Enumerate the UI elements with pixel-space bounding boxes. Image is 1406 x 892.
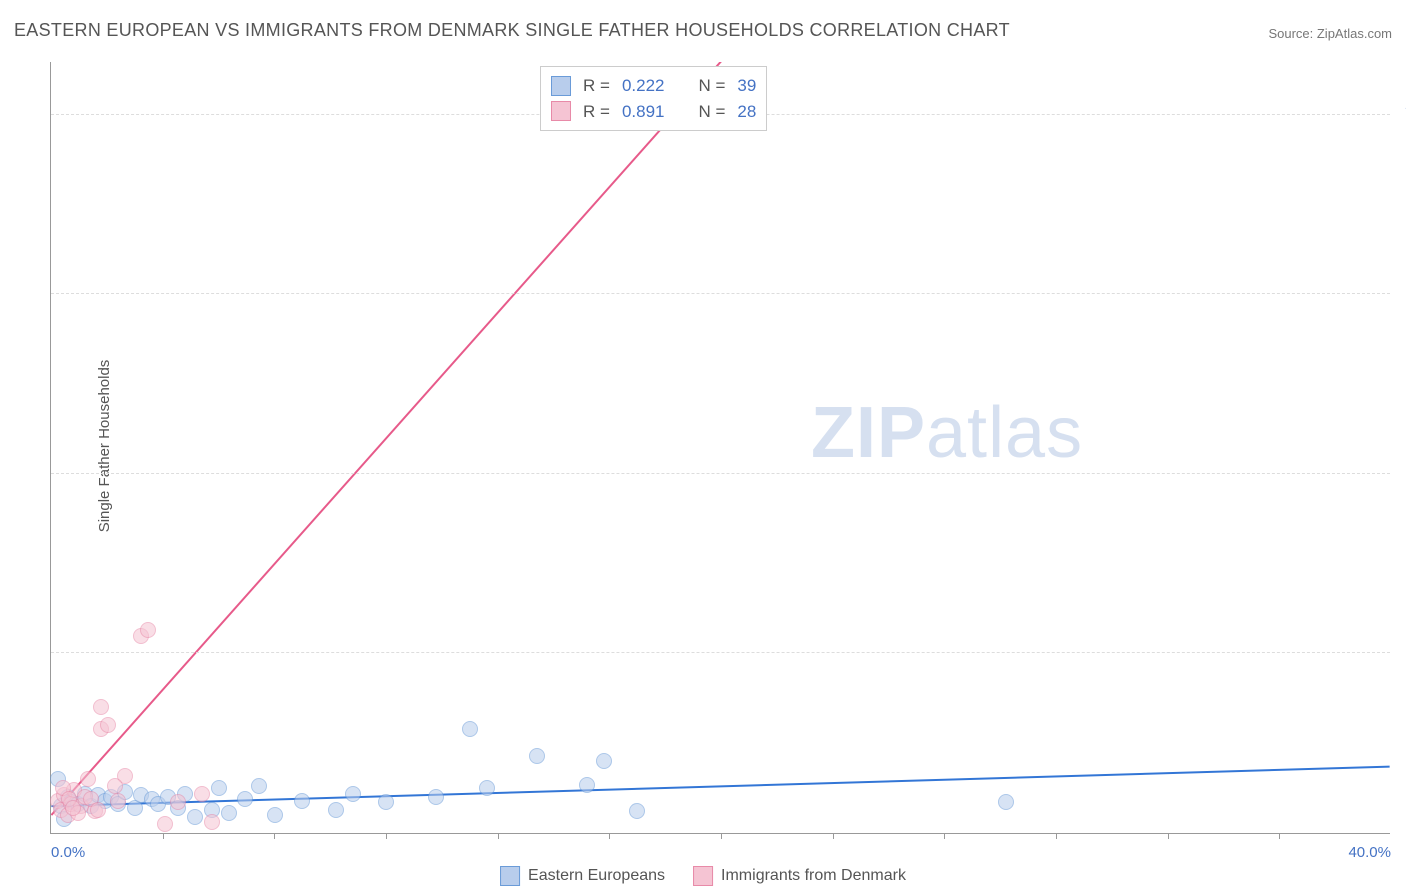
- scatter-point: [187, 809, 203, 825]
- x-tick-minor: [274, 833, 275, 839]
- scatter-point: [65, 800, 81, 816]
- correlation-stats-box: R = 0.222 N = 39 R = 0.891 N = 28: [540, 66, 767, 131]
- x-tick-label: 0.0%: [51, 844, 85, 861]
- scatter-point: [93, 699, 109, 715]
- x-tick-minor: [944, 833, 945, 839]
- gridline-horizontal: [51, 652, 1390, 653]
- scatter-point: [998, 794, 1014, 810]
- source-attribution: Source: ZipAtlas.com: [1268, 26, 1392, 41]
- stats-r-value: 0.222: [622, 73, 665, 99]
- scatter-point: [294, 793, 310, 809]
- scatter-point: [579, 777, 595, 793]
- stats-r-label: R =: [583, 99, 610, 125]
- legend-swatch: [500, 866, 520, 886]
- y-tick-label: 10.0%: [1398, 637, 1406, 654]
- scatter-point: [100, 717, 116, 733]
- x-tick-minor: [498, 833, 499, 839]
- y-tick-label: 20.0%: [1398, 457, 1406, 474]
- scatter-point: [529, 748, 545, 764]
- scatter-point: [90, 802, 106, 818]
- scatter-point: [140, 622, 156, 638]
- scatter-point: [110, 793, 126, 809]
- scatter-point: [237, 791, 253, 807]
- x-tick-minor: [1168, 833, 1169, 839]
- plot-area: ZIPatlas 10.0%20.0%30.0%40.0%0.0%40.0%: [50, 62, 1390, 834]
- gridline-horizontal: [51, 473, 1390, 474]
- y-tick-label: 40.0%: [1398, 98, 1406, 115]
- stats-n-label: N =: [698, 73, 725, 99]
- scatter-point: [479, 780, 495, 796]
- scatter-point: [345, 786, 361, 802]
- scatter-point: [596, 753, 612, 769]
- scatter-point: [462, 721, 478, 737]
- x-tick-minor: [1279, 833, 1280, 839]
- x-tick-minor: [609, 833, 610, 839]
- legend-item: Eastern Europeans: [500, 866, 665, 886]
- chart-title: EASTERN EUROPEAN VS IMMIGRANTS FROM DENM…: [14, 20, 1010, 41]
- scatter-point: [170, 794, 186, 810]
- scatter-point: [211, 780, 227, 796]
- x-tick-minor: [721, 833, 722, 839]
- stats-n-value: 28: [737, 99, 756, 125]
- legend-label: Eastern Europeans: [528, 867, 665, 885]
- y-tick-label: 30.0%: [1398, 278, 1406, 295]
- legend-label: Immigrants from Denmark: [721, 867, 906, 885]
- scatter-point: [204, 814, 220, 830]
- legend-item: Immigrants from Denmark: [693, 866, 906, 886]
- scatter-point: [251, 778, 267, 794]
- scatter-point: [80, 771, 96, 787]
- scatter-point: [157, 816, 173, 832]
- x-tick-minor: [1056, 833, 1057, 839]
- scatter-point: [107, 778, 123, 794]
- scatter-point: [194, 786, 210, 802]
- scatter-point: [428, 789, 444, 805]
- stats-r-label: R =: [583, 73, 610, 99]
- x-tick-minor: [386, 833, 387, 839]
- stats-n-label: N =: [698, 99, 725, 125]
- trend-line: [51, 62, 1389, 815]
- trend-lines-layer: [51, 62, 1390, 833]
- legend-swatch: [693, 866, 713, 886]
- stats-row: R = 0.222 N = 39: [551, 73, 756, 99]
- chart-container: EASTERN EUROPEAN VS IMMIGRANTS FROM DENM…: [0, 0, 1406, 892]
- x-tick-minor: [833, 833, 834, 839]
- stats-swatch: [551, 76, 571, 96]
- stats-r-value: 0.891: [622, 99, 665, 125]
- x-tick-label: 40.0%: [1348, 844, 1391, 861]
- stats-swatch: [551, 101, 571, 121]
- gridline-horizontal: [51, 293, 1390, 294]
- legend: Eastern Europeans Immigrants from Denmark: [500, 866, 906, 886]
- scatter-point: [267, 807, 283, 823]
- scatter-point: [328, 802, 344, 818]
- watermark: ZIPatlas: [811, 392, 1083, 474]
- stats-row: R = 0.891 N = 28: [551, 99, 756, 125]
- stats-n-value: 39: [737, 73, 756, 99]
- scatter-point: [221, 805, 237, 821]
- scatter-point: [378, 794, 394, 810]
- scatter-point: [629, 803, 645, 819]
- x-tick-minor: [163, 833, 164, 839]
